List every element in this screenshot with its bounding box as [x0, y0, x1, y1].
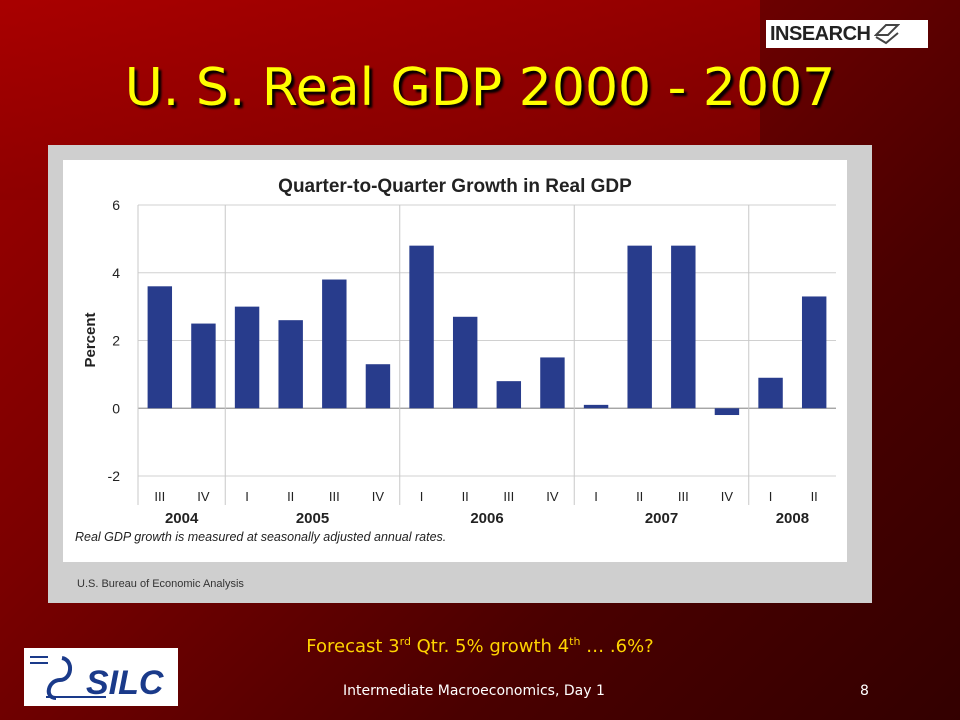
forecast-text: Forecast 3rd Qtr. 5% growth 4th … .6%?	[0, 635, 960, 657]
source-label: U.S. Bureau of Economic Analysis	[77, 578, 244, 590]
insearch-logo: INSEARCH	[766, 20, 928, 48]
insearch-logo-icon	[874, 24, 901, 45]
silc-logo: SILC	[24, 648, 178, 706]
page-number: 8	[860, 683, 869, 699]
silc-logo-graphic: SILC	[30, 656, 164, 702]
silc-logo-text: SILC	[86, 664, 164, 702]
slide-title: U. S. Real GDP 2000 - 2007	[124, 58, 836, 118]
footer-text: Intermediate Macroeconomics, Day 1	[343, 683, 605, 699]
forecast-part-3: … .6%?	[580, 636, 654, 657]
insearch-logo-text: INSEARCH	[770, 22, 871, 45]
forecast-part-2: Qtr. 5% growth 4	[410, 636, 570, 657]
chart-panel	[63, 160, 847, 562]
forecast-sup-rd: rd	[399, 635, 411, 648]
forecast-sup-th: th	[569, 635, 581, 648]
forecast-part-1: Forecast 3	[306, 636, 400, 657]
